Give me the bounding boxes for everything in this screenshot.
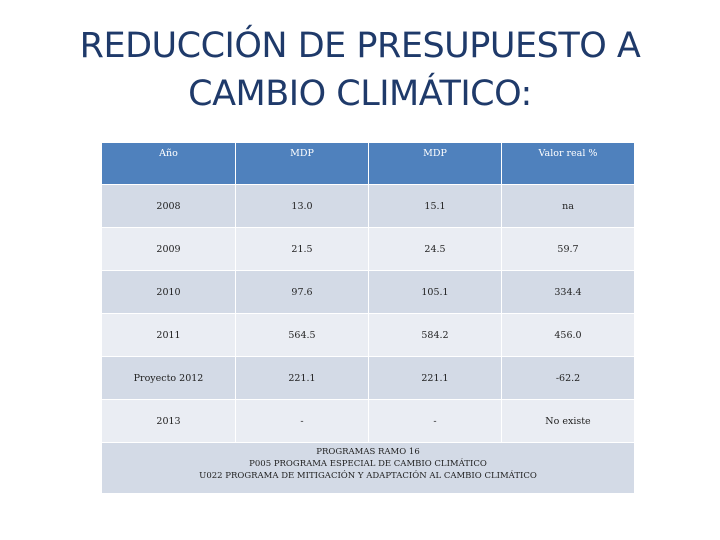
cell-real-value: 456.0 — [501, 313, 635, 357]
cell-mdp-1: 21.5 — [235, 227, 369, 271]
title-line-2: CAMBIO CLIMÁTICO: — [188, 74, 532, 114]
cell-mdp-2: - — [368, 399, 502, 443]
cell-mdp-2: 105.1 — [368, 270, 502, 314]
table-row: 2011 564.5 584.2 456.0 — [101, 313, 635, 357]
cell-mdp-2: 221.1 — [368, 356, 502, 400]
header-year: Año — [101, 142, 236, 185]
programs-note-line-3: U022 PROGRAMA DE MITIGACIÓN Y ADAPTACIÓN… — [199, 471, 537, 481]
cell-real-value: 334.4 — [501, 270, 635, 314]
cell-mdp-2: 15.1 — [368, 184, 502, 228]
cell-real-value: 59.7 — [501, 227, 635, 271]
cell-mdp-1: 13.0 — [235, 184, 369, 228]
cell-mdp-1: - — [235, 399, 369, 443]
cell-year: 2009 — [101, 227, 236, 271]
cell-year: 2013 — [101, 399, 236, 443]
cell-year: 2011 — [101, 313, 236, 357]
cell-year: Proyecto 2012 — [101, 356, 236, 400]
programs-note: PROGRAMAS RAMO 16 P005 PROGRAMA ESPECIAL… — [101, 442, 635, 494]
table-footer-row: PROGRAMAS RAMO 16 P005 PROGRAMA ESPECIAL… — [101, 442, 635, 494]
cell-mdp-1: 97.6 — [235, 270, 369, 314]
cell-year: 2010 — [101, 270, 236, 314]
header-mdp-2: MDP — [368, 142, 502, 185]
cell-mdp-1: 564.5 — [235, 313, 369, 357]
cell-mdp-2: 584.2 — [368, 313, 502, 357]
cell-real-value: na — [501, 184, 635, 228]
table-row: 2009 21.5 24.5 59.7 — [101, 227, 635, 271]
cell-mdp-2: 24.5 — [368, 227, 502, 271]
budget-table: Año MDP MDP Valor real % 2008 13.0 15.1 … — [101, 142, 635, 494]
cell-mdp-1: 221.1 — [235, 356, 369, 400]
programs-note-line-2: P005 PROGRAMA ESPECIAL DE CAMBIO CLIMÁTI… — [249, 459, 487, 469]
cell-real-value: No existe — [501, 399, 635, 443]
table-row: 2010 97.6 105.1 334.4 — [101, 270, 635, 314]
title-line-1: REDUCCIÓN DE PRESUPUESTO A — [79, 26, 641, 66]
cell-year: 2008 — [101, 184, 236, 228]
table-row: 2008 13.0 15.1 na — [101, 184, 635, 228]
table-header-row: Año MDP MDP Valor real % — [101, 142, 635, 185]
programs-note-line-1: PROGRAMAS RAMO 16 — [316, 447, 420, 457]
header-mdp-1: MDP — [235, 142, 369, 185]
table-row: Proyecto 2012 221.1 221.1 -62.2 — [101, 356, 635, 400]
cell-real-value: -62.2 — [501, 356, 635, 400]
header-real-value: Valor real % — [501, 142, 635, 185]
table-row: 2013 - - No existe — [101, 399, 635, 443]
slide-title: REDUCCIÓN DE PRESUPUESTO A CAMBIO CLIMÁT… — [0, 22, 720, 118]
